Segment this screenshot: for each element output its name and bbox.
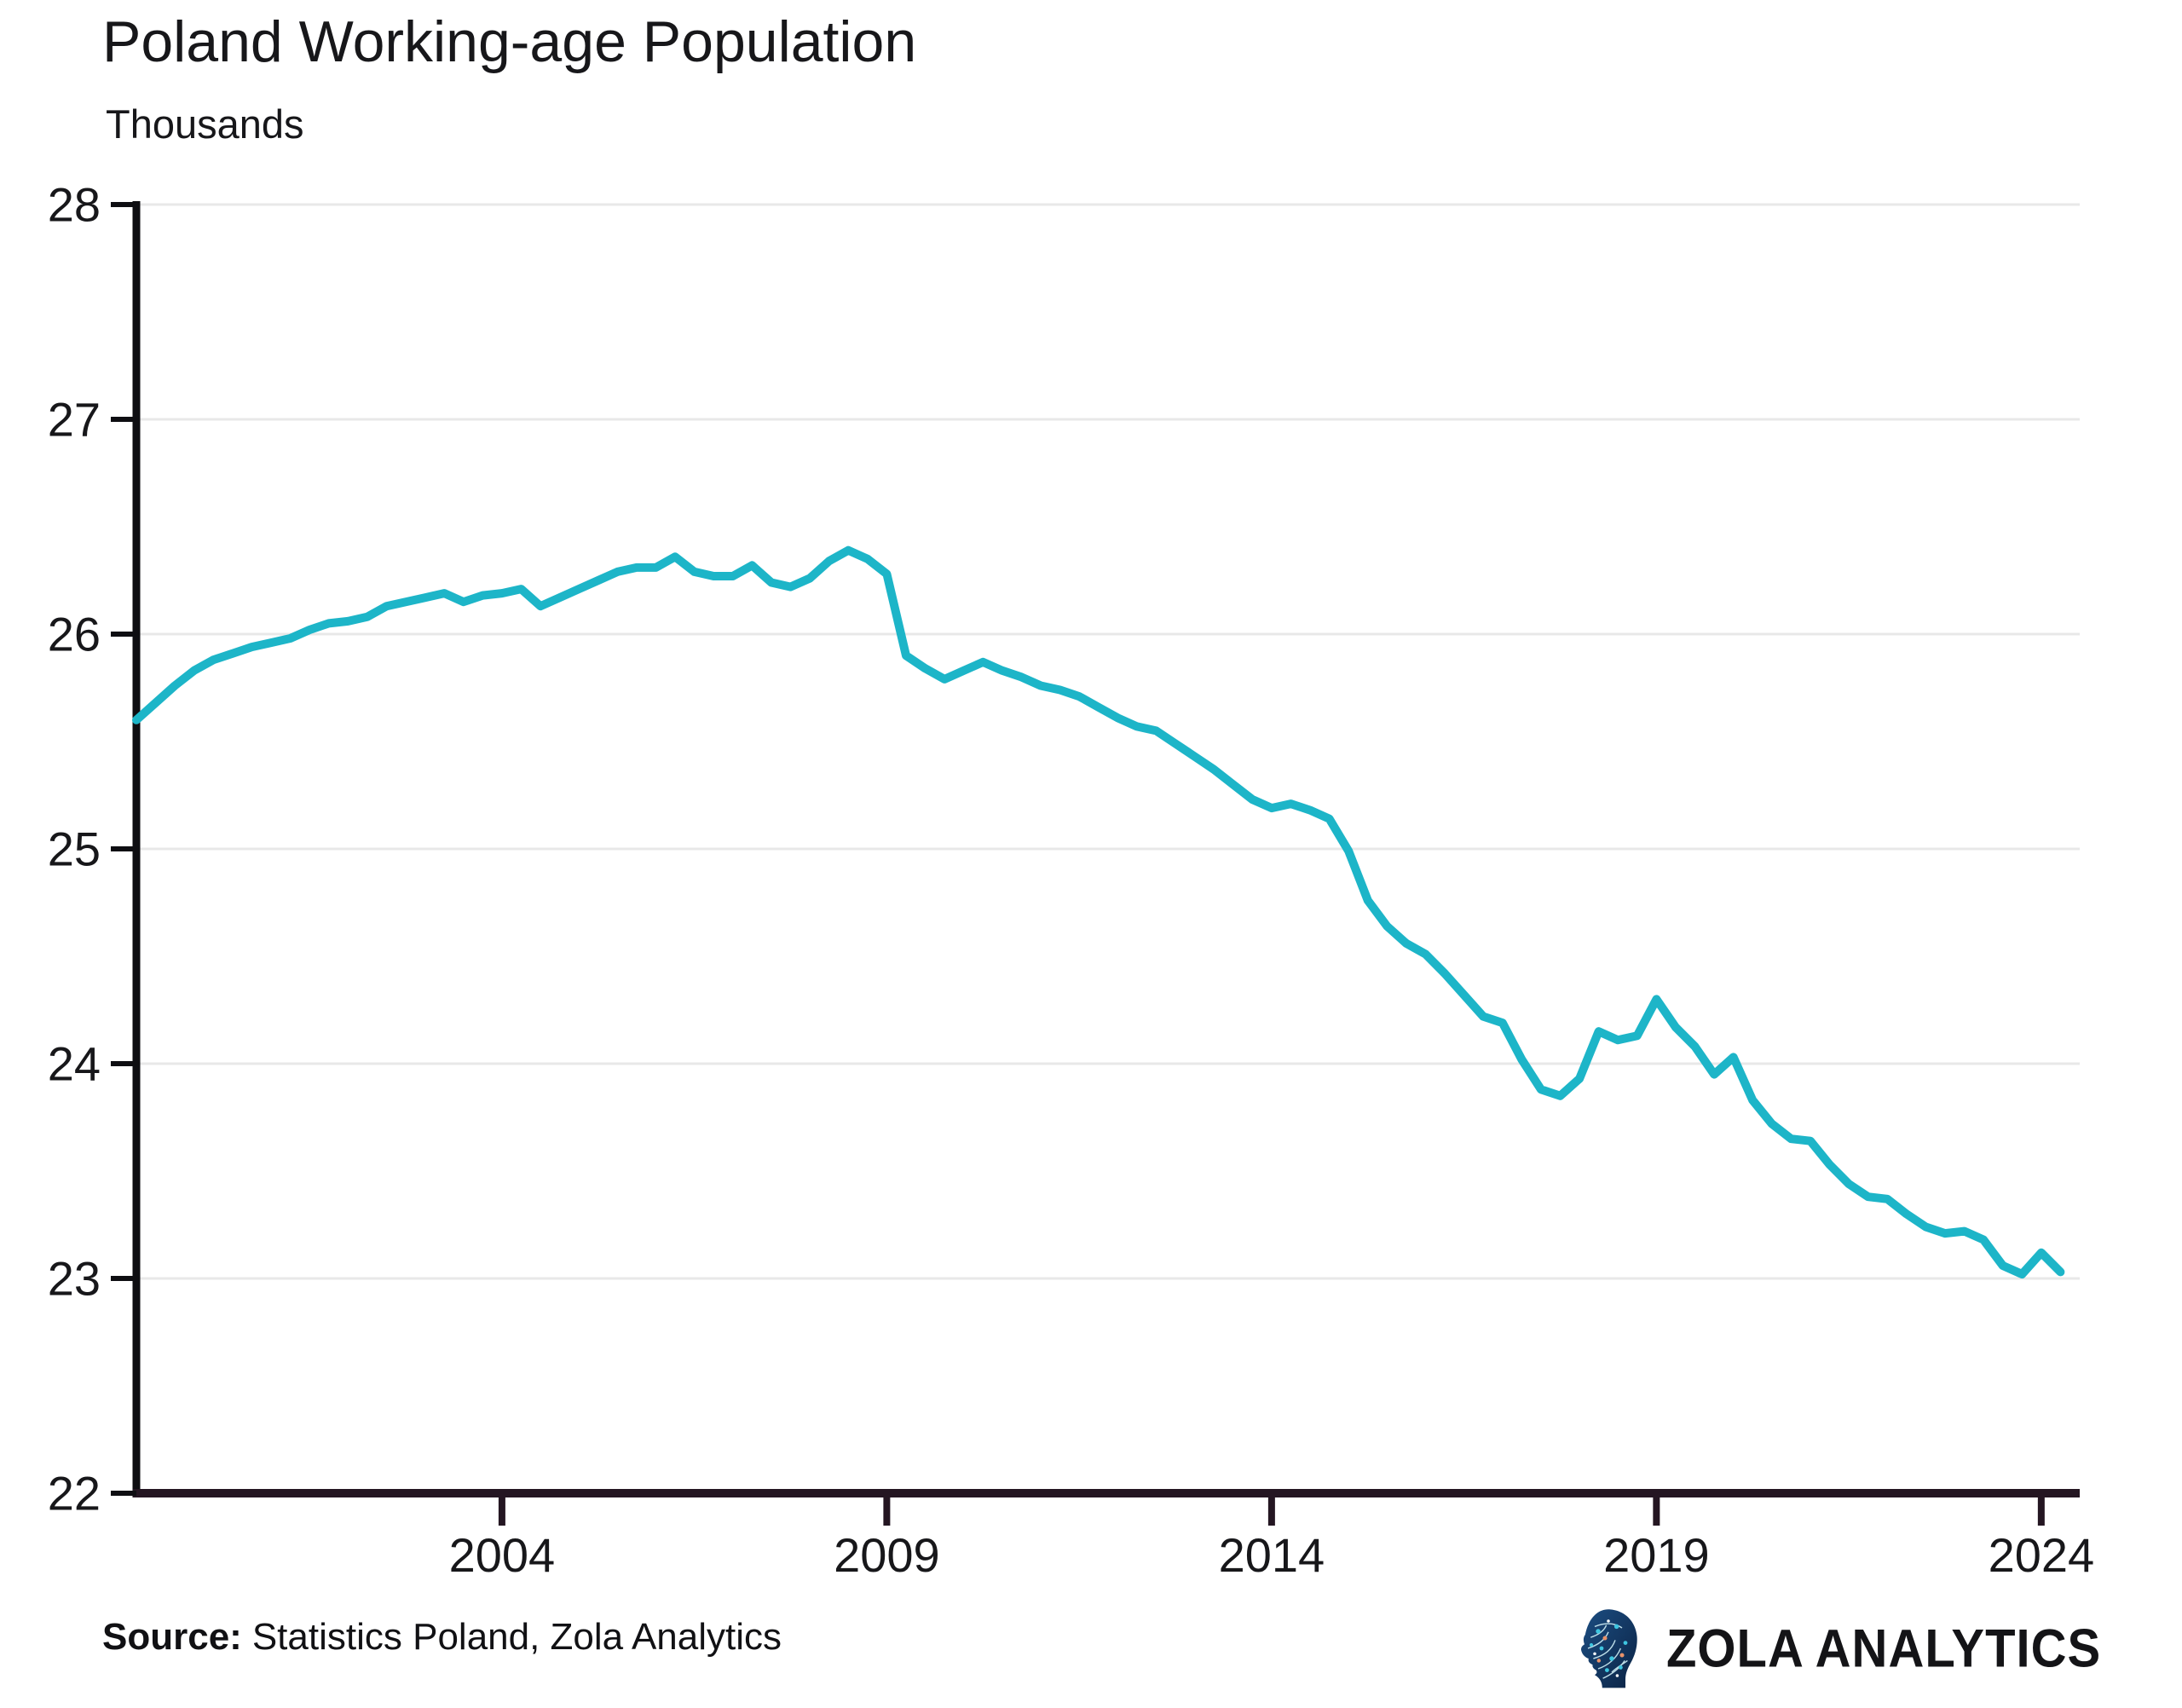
y-tick-label: 27 [48, 393, 101, 447]
y-tick-label: 23 [48, 1252, 101, 1306]
y-tick-label: 25 [48, 822, 101, 876]
x-tick-label: 2024 [1989, 1528, 2095, 1582]
x-tick-label: 2004 [449, 1528, 556, 1582]
data-series [132, 545, 2065, 1278]
y-tick-label: 22 [48, 1467, 101, 1520]
x-tick-label: 2009 [834, 1528, 940, 1582]
source-note: Source: Statistics Poland, Zola Analytics [102, 1616, 782, 1659]
zola-analytics-logo: ZOLA ANALYTICS [1573, 1607, 2101, 1689]
circuit-head-icon [1581, 1609, 1637, 1688]
logo-wordmark: ZOLA ANALYTICS [1666, 1618, 2102, 1679]
axes [111, 201, 2080, 1526]
x-tick-label: 2019 [1603, 1528, 1710, 1582]
y-tick-label: 24 [48, 1037, 101, 1091]
x-tick-label: 2014 [1219, 1528, 1325, 1582]
gridlines [136, 203, 2080, 1280]
page-title: Poland Working-age Population [102, 9, 917, 74]
population-line-series [132, 545, 2065, 1278]
source-text: Statistics Poland, Zola Analytics [251, 1616, 782, 1658]
source-label: Source: [102, 1616, 242, 1658]
y-tick-label: 28 [48, 178, 101, 232]
axis-unit-label: Thousands [106, 101, 304, 147]
y-tick-label: 26 [48, 608, 101, 661]
axis-labels: 22 23 24 25 26 27 28 2004 2009 2014 2019 2024 [48, 178, 2094, 1583]
